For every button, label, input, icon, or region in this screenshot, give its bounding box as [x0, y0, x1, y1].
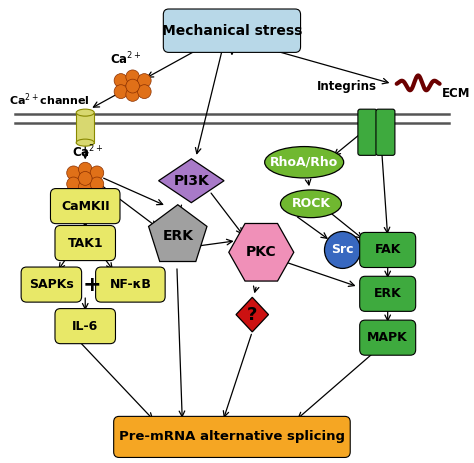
Text: Ca$^{2+}$: Ca$^{2+}$ — [110, 51, 142, 68]
Text: MAPK: MAPK — [367, 331, 408, 344]
FancyBboxPatch shape — [76, 113, 94, 143]
Text: SAPKs: SAPKs — [29, 278, 74, 291]
FancyBboxPatch shape — [96, 267, 165, 302]
Text: Mechanical stress: Mechanical stress — [162, 24, 302, 38]
Text: IL-6: IL-6 — [72, 319, 99, 332]
Text: PI3K: PI3K — [173, 174, 209, 188]
Text: ECM: ECM — [442, 87, 470, 100]
Ellipse shape — [76, 139, 94, 146]
Text: CaMKII: CaMKII — [61, 200, 109, 213]
Circle shape — [126, 88, 139, 101]
Polygon shape — [236, 297, 268, 332]
Circle shape — [90, 166, 104, 180]
Circle shape — [114, 85, 128, 99]
FancyBboxPatch shape — [360, 232, 416, 268]
Circle shape — [114, 74, 128, 88]
Text: Ca$^{2+}$: Ca$^{2+}$ — [72, 144, 103, 160]
FancyBboxPatch shape — [164, 9, 301, 52]
Text: Ca$^{2+}$channel: Ca$^{2+}$channel — [9, 92, 90, 108]
Circle shape — [137, 74, 151, 88]
FancyBboxPatch shape — [376, 109, 395, 155]
Text: +: + — [82, 275, 101, 294]
Text: Integrins: Integrins — [317, 80, 377, 93]
Polygon shape — [148, 205, 207, 262]
FancyBboxPatch shape — [50, 188, 120, 224]
Text: ?: ? — [247, 306, 257, 324]
Text: Src: Src — [331, 244, 354, 257]
Circle shape — [137, 85, 151, 99]
Circle shape — [126, 79, 139, 93]
Text: NF-κB: NF-κB — [109, 278, 151, 291]
Polygon shape — [229, 224, 294, 281]
Text: ERK: ERK — [374, 288, 401, 300]
Polygon shape — [159, 159, 224, 203]
FancyBboxPatch shape — [360, 276, 416, 311]
Text: FAK: FAK — [374, 244, 401, 257]
Circle shape — [79, 162, 92, 176]
Circle shape — [90, 177, 104, 191]
Text: Pre-mRNA alternative splicing: Pre-mRNA alternative splicing — [119, 431, 345, 444]
Text: ERK: ERK — [162, 229, 193, 243]
Text: PKC: PKC — [246, 245, 277, 259]
Circle shape — [67, 177, 80, 191]
FancyBboxPatch shape — [360, 320, 416, 355]
Ellipse shape — [264, 147, 344, 178]
FancyBboxPatch shape — [55, 225, 116, 261]
FancyBboxPatch shape — [358, 109, 377, 155]
FancyBboxPatch shape — [21, 267, 82, 302]
Text: RhoA/Rho: RhoA/Rho — [270, 156, 338, 169]
Circle shape — [67, 166, 80, 180]
Circle shape — [79, 171, 92, 185]
Circle shape — [126, 70, 139, 84]
Ellipse shape — [281, 190, 341, 218]
FancyBboxPatch shape — [114, 416, 350, 457]
Circle shape — [79, 180, 92, 194]
Text: TAK1: TAK1 — [67, 237, 103, 250]
Ellipse shape — [76, 109, 94, 116]
Circle shape — [325, 232, 361, 269]
FancyBboxPatch shape — [55, 308, 116, 344]
Text: ROCK: ROCK — [292, 197, 330, 210]
